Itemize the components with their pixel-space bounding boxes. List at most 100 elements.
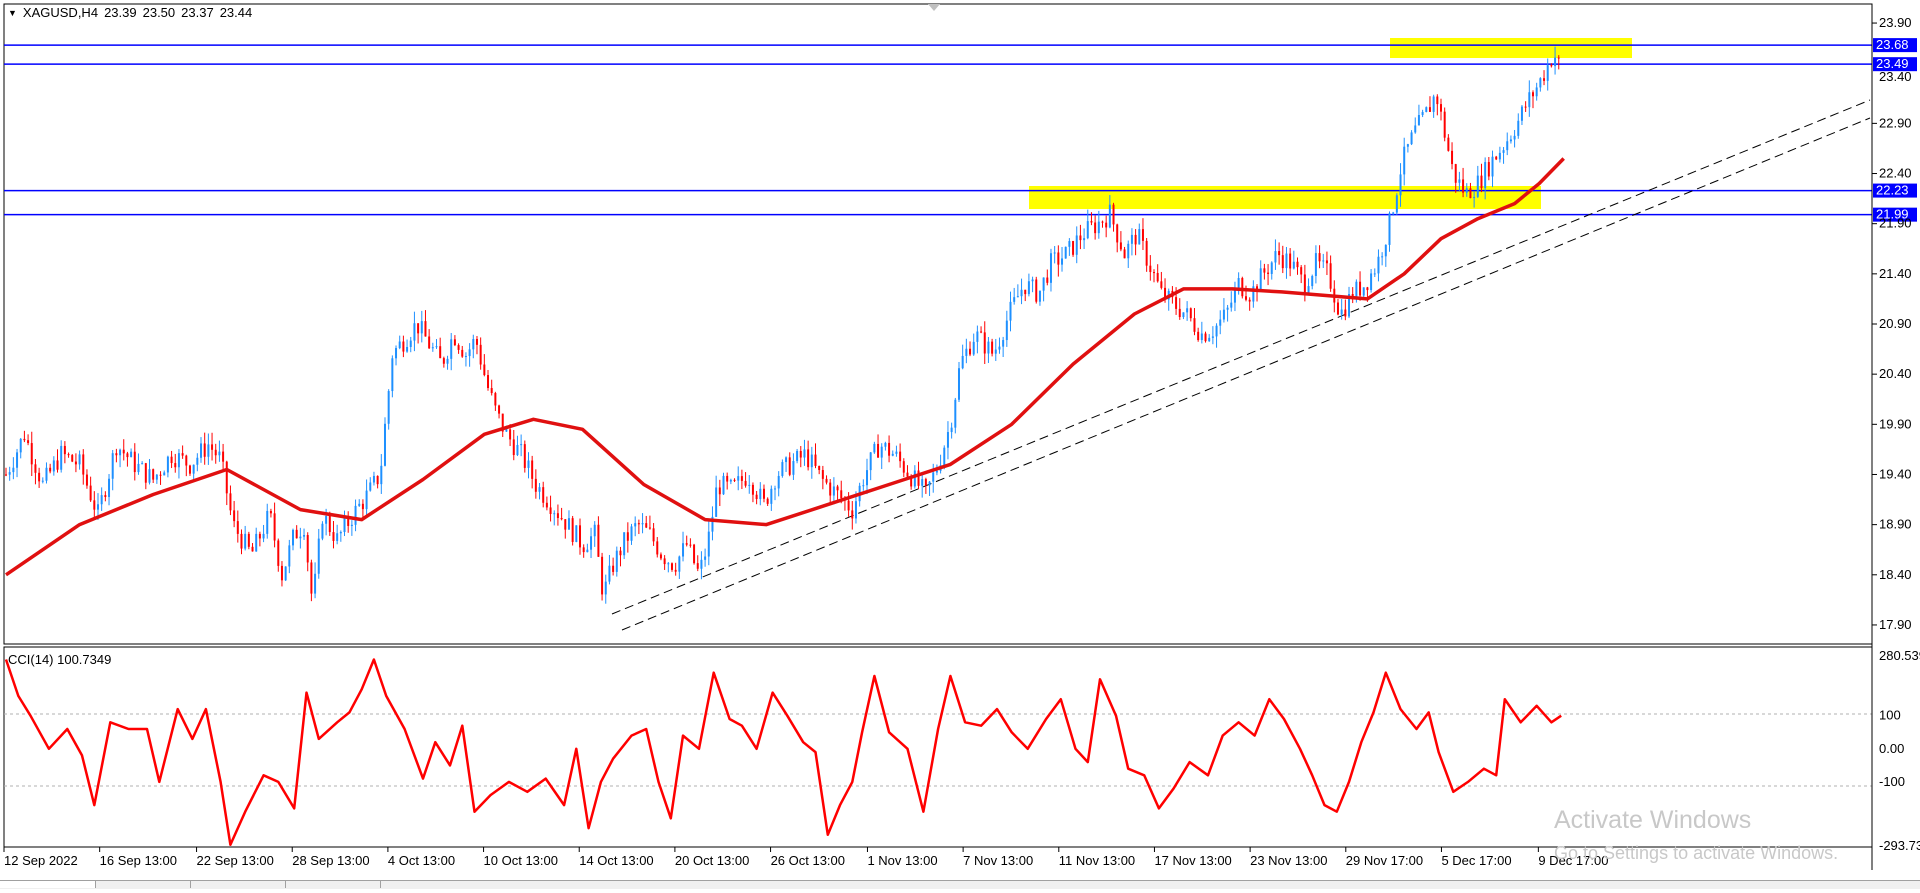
candle-body: [560, 518, 563, 520]
trendline-upper[interactable]: [611, 99, 1871, 615]
candle-body: [575, 525, 578, 542]
price-tick-label: 23.40: [1879, 69, 1912, 84]
candle-body: [1325, 260, 1328, 264]
candle-body: [299, 536, 302, 539]
candle-body: [196, 457, 199, 465]
candle-body: [431, 347, 434, 349]
candle-body: [1546, 65, 1549, 81]
level-label-bg: [1873, 57, 1917, 72]
candle-body: [104, 495, 107, 498]
candle-body: [100, 495, 103, 505]
candle-body: [1531, 92, 1534, 97]
candle-body: [1451, 150, 1454, 165]
candle-body: [240, 533, 243, 549]
candle-body: [792, 461, 795, 475]
candle-body: [494, 393, 497, 406]
candle-body: [1550, 65, 1553, 67]
candle-body: [961, 355, 964, 369]
candle-body: [509, 429, 512, 440]
candle-body: [1384, 244, 1387, 257]
candle-body: [1244, 296, 1247, 300]
candle-body: [693, 544, 696, 564]
candle-body: [1189, 308, 1192, 319]
symbol-low: 23.37: [181, 5, 214, 20]
candle-body: [906, 472, 909, 477]
cci-tick-label: -293.733: [1879, 838, 1920, 853]
time-tick-label: 23 Nov 13:00: [1250, 853, 1327, 868]
candle-body: [1443, 111, 1446, 138]
trendline-lower[interactable]: [621, 117, 1871, 631]
candle-body: [545, 502, 548, 508]
candle-body: [1336, 302, 1339, 315]
candle-body: [306, 535, 309, 563]
candle-body: [192, 464, 195, 474]
candle-body: [1399, 174, 1402, 196]
candle-body: [244, 533, 247, 549]
level-label: 23.49: [1876, 56, 1909, 71]
time-tick-label: 11 Nov 13:00: [1059, 853, 1135, 868]
candle-body: [670, 563, 673, 570]
time-tick-label: 17 Nov 13:00: [1154, 853, 1231, 868]
candle-body: [932, 472, 935, 482]
candle-body: [1200, 333, 1203, 341]
candle-body: [788, 457, 791, 475]
candle-body: [1130, 234, 1133, 244]
candle-body: [225, 461, 228, 494]
candle-body: [1031, 279, 1034, 282]
scroll-marker-icon[interactable]: [928, 4, 940, 11]
candle-body: [16, 452, 19, 468]
candle-body: [1535, 87, 1538, 97]
level-label: 22.23: [1876, 183, 1909, 198]
candle-body: [869, 452, 872, 471]
candle-body: [626, 532, 629, 541]
candle-body: [41, 480, 44, 482]
candle-body: [435, 346, 438, 348]
chart-tab-active[interactable]: [0, 881, 96, 888]
candle-body: [1281, 255, 1284, 269]
chart-tab[interactable]: [285, 881, 381, 888]
price-tick-label: 19.40: [1879, 466, 1912, 481]
candle-body: [325, 515, 328, 524]
candle-body: [637, 523, 640, 525]
candle-body: [1520, 106, 1523, 121]
candle-body: [1204, 333, 1207, 342]
cci-tick-label: 0.00: [1879, 741, 1904, 756]
candle-body: [1465, 188, 1468, 193]
candle-body: [1123, 249, 1126, 259]
candle-body: [829, 482, 832, 496]
chart-tab[interactable]: [95, 881, 191, 888]
candle-body: [295, 529, 298, 539]
candle-body: [902, 461, 905, 473]
time-axis: 12 Sep 2022 16 Sep 13:00 22 Sep 13:00 28 Se…: [3, 847, 1608, 868]
candle-body: [5, 474, 7, 476]
chart-tab[interactable]: [190, 881, 286, 888]
candle-body: [1134, 234, 1137, 245]
candle-body: [1105, 222, 1108, 228]
cci-path: [4, 658, 1562, 847]
candle-body: [1440, 104, 1443, 112]
triangle-down-icon[interactable]: ▼: [8, 7, 17, 18]
candle-body: [450, 339, 453, 359]
candle-body: [163, 472, 166, 476]
candle-body: [733, 479, 736, 481]
candle-body: [347, 517, 350, 526]
candle-body: [1458, 179, 1461, 183]
candle-body: [965, 348, 968, 356]
candle-body: [71, 455, 74, 462]
candle-body: [1340, 309, 1343, 315]
price-tick-label: 19.90: [1879, 416, 1912, 431]
candle-body: [255, 533, 258, 552]
candle-body: [1061, 258, 1064, 265]
candle-body: [553, 513, 556, 515]
candle-body: [218, 451, 221, 456]
candle-body: [1377, 256, 1380, 274]
candle-body: [1079, 235, 1082, 241]
price-axis: 23.90 22.90 22.40 21.90 21.40 20.90 20.40 19.90…: [1872, 15, 1912, 632]
candle-body: [1484, 162, 1487, 189]
candle-body: [1348, 294, 1351, 317]
cci-label: CCI(14) 100.7349: [8, 652, 112, 667]
candle-body: [615, 550, 618, 572]
candle-body: [538, 487, 541, 492]
